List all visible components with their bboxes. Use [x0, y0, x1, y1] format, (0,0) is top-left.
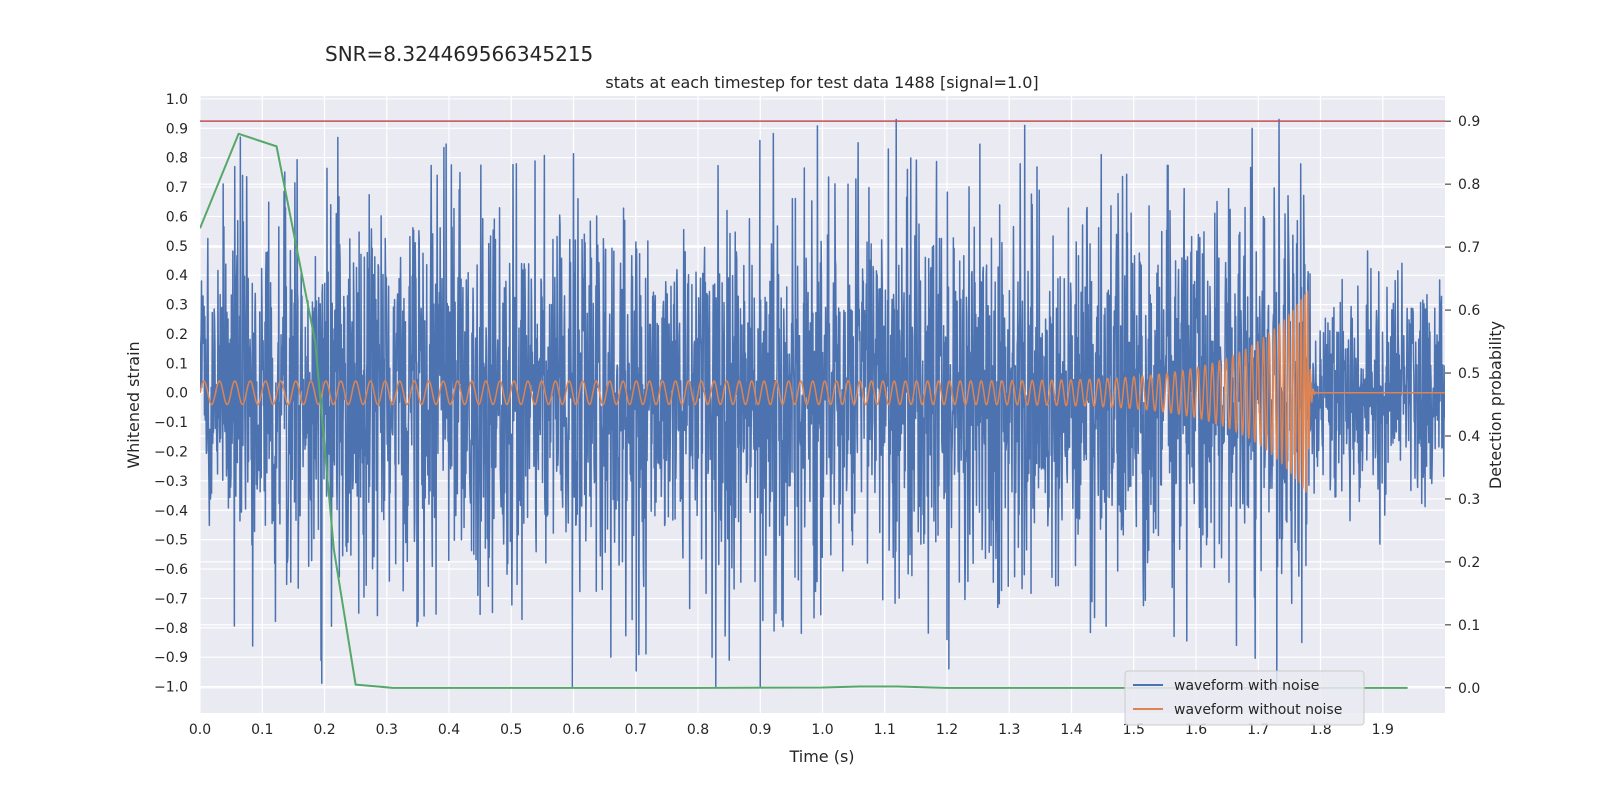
y-tick-label: −0.2 [154, 445, 188, 461]
y2-tick-label: 0.4 [1458, 429, 1480, 445]
y-tick-label: 0.6 [166, 209, 188, 225]
x-tick-label: 1.6 [1185, 722, 1207, 738]
y2-tick-label: 0.6 [1458, 303, 1480, 319]
y2-axis-label: Detection probability [1486, 321, 1505, 489]
x-tick-label: 1.2 [936, 722, 958, 738]
x-tick-label: 1.9 [1372, 722, 1394, 738]
x-tick-label: 1.8 [1309, 722, 1331, 738]
x-tick-label: 0.7 [625, 722, 647, 738]
series-waveform-with-noise [200, 118, 1445, 688]
y2-tick-label: 0.8 [1458, 177, 1480, 193]
y-tick-label: 0.1 [166, 356, 188, 372]
series-detection-probability [200, 132, 1408, 689]
y-tick-label: −0.1 [154, 415, 188, 431]
snr-title: SNR=8.324469566345215 [325, 42, 593, 66]
y-axis-label: Whitened strain [124, 341, 143, 468]
y2-axis-ticks: 0.9 0.8 0.7 0.6 0.5 0.4 0.3 0.2 0.1 0.0 [1445, 114, 1480, 697]
x-tick-label: 0.5 [500, 722, 522, 738]
y-tick-label: 0.5 [166, 239, 188, 255]
legend: waveform with noise waveform without noi… [1124, 670, 1365, 726]
y-tick-label: −0.3 [154, 474, 188, 490]
x-tick-label: 1.3 [998, 722, 1020, 738]
y-tick-label: −0.6 [154, 562, 188, 578]
y-tick-label: 0.8 [166, 151, 188, 167]
y-tick-label: −1.0 [154, 680, 188, 696]
x-axis-ticks: 0.0 0.1 0.2 0.3 0.4 0.5 0.6 0.7 0.8 0.9 1.0 1.1 1.2 1… [189, 722, 1394, 738]
y-tick-label: −0.4 [154, 503, 188, 519]
x-tick-label: 1.5 [1123, 722, 1145, 738]
y2-tick-label: 0.3 [1458, 492, 1480, 508]
y-tick-label: −0.7 [154, 591, 188, 607]
x-tick-label: 0.3 [376, 722, 398, 738]
y-tick-label: 0.0 [166, 386, 188, 402]
y-tick-label: 0.2 [166, 327, 188, 343]
x-tick-label: 0.0 [189, 722, 211, 738]
y2-tick-label: 0.2 [1458, 555, 1480, 571]
y-tick-label: 0.7 [166, 180, 188, 196]
legend-box [1124, 670, 1365, 726]
y-tick-label: 1.0 [166, 92, 188, 108]
legend-label-with-noise: waveform with noise [1174, 678, 1319, 694]
y-tick-label: −0.9 [154, 650, 188, 666]
y2-tick-label: 0.5 [1458, 366, 1480, 382]
x-tick-label: 0.1 [251, 722, 273, 738]
chart-title: stats at each timestep for test data 148… [605, 73, 1038, 92]
legend-label-without-noise: waveform without noise [1174, 702, 1342, 718]
x-tick-label: 0.6 [562, 722, 584, 738]
y2-tick-label: 0.9 [1458, 114, 1480, 130]
y2-tick-label: 0.1 [1458, 618, 1480, 634]
x-tick-label: 1.7 [1247, 722, 1269, 738]
x-tick-label: 0.9 [749, 722, 771, 738]
x-tick-label: 1.0 [811, 722, 833, 738]
y-tick-label: 0.4 [166, 268, 188, 284]
y2-tick-label: 0.0 [1458, 681, 1480, 697]
y-tick-label: −0.5 [154, 533, 188, 549]
x-tick-label: 0.8 [687, 722, 709, 738]
y-tick-label: −0.8 [154, 621, 188, 637]
x-tick-label: 0.4 [438, 722, 460, 738]
x-tick-label: 1.1 [874, 722, 896, 738]
y2-tick-label: 0.7 [1458, 240, 1480, 256]
x-tick-label: 1.4 [1060, 722, 1082, 738]
x-axis-label: Time (s) [788, 747, 854, 766]
y-axis-ticks: 1.0 0.9 0.8 0.7 0.6 0.5 0.4 0.3 0.2 0.1 0.0 −0.1 −0.… [154, 92, 188, 696]
y-tick-label: 0.9 [166, 121, 188, 137]
x-tick-label: 0.2 [313, 722, 335, 738]
series-waveform-without-noise [200, 290, 1445, 493]
y-tick-label: 0.3 [166, 298, 188, 314]
